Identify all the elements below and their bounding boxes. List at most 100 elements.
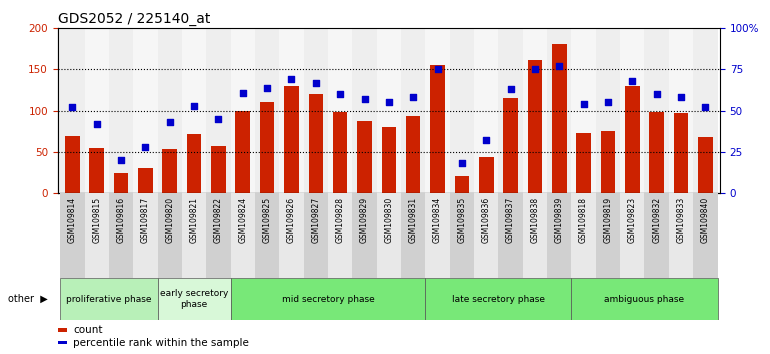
Bar [303, 193, 328, 278]
Bar [523, 28, 547, 193]
Text: GSM109821: GSM109821 [189, 197, 199, 243]
Point [675, 95, 687, 100]
Bar [58, 328, 68, 332]
Bar [547, 193, 571, 278]
Bar [230, 278, 425, 320]
Text: GSM109827: GSM109827 [311, 197, 320, 243]
Bar [230, 28, 255, 193]
Text: GSM109837: GSM109837 [506, 197, 515, 244]
Bar [255, 193, 280, 278]
Point [236, 90, 249, 95]
Bar [114, 173, 129, 193]
Bar [620, 28, 644, 193]
Text: ambiguous phase: ambiguous phase [604, 295, 685, 304]
Point [188, 103, 200, 109]
Bar [133, 28, 158, 193]
Bar [401, 28, 425, 193]
Bar [211, 146, 226, 193]
Bar [353, 28, 377, 193]
Bar [669, 28, 693, 193]
Bar [571, 193, 596, 278]
Point [358, 96, 370, 102]
Text: count: count [73, 325, 102, 335]
Point [91, 121, 103, 127]
Bar [206, 28, 230, 193]
Bar [644, 193, 669, 278]
Point [529, 67, 541, 72]
Text: GSM109822: GSM109822 [214, 197, 223, 243]
Bar [601, 131, 615, 193]
Text: GSM109836: GSM109836 [482, 197, 490, 244]
Text: other  ▶: other ▶ [8, 294, 48, 304]
Bar [158, 28, 182, 193]
Bar [669, 193, 693, 278]
Point [431, 67, 444, 72]
Bar [498, 28, 523, 193]
Bar [162, 149, 177, 193]
Point [456, 160, 468, 166]
Point [334, 91, 346, 97]
Bar [109, 28, 133, 193]
Bar [504, 98, 518, 193]
Bar [596, 193, 620, 278]
Text: GSM109839: GSM109839 [554, 197, 564, 244]
Text: mid secretory phase: mid secretory phase [282, 295, 374, 304]
Point [480, 137, 492, 143]
Bar [498, 193, 523, 278]
Bar [353, 193, 377, 278]
Bar [552, 44, 567, 193]
Point [504, 86, 517, 92]
Bar [303, 28, 328, 193]
Text: GSM109814: GSM109814 [68, 197, 77, 243]
Text: GSM109840: GSM109840 [701, 197, 710, 244]
Bar [109, 193, 133, 278]
Bar [280, 193, 303, 278]
Text: GSM109828: GSM109828 [336, 197, 345, 243]
Text: GSM109820: GSM109820 [166, 197, 174, 243]
Bar [406, 116, 420, 193]
Bar [401, 193, 425, 278]
Point [578, 101, 590, 107]
Bar [571, 278, 718, 320]
Bar [450, 28, 474, 193]
Text: GSM109817: GSM109817 [141, 197, 150, 243]
Bar [65, 136, 79, 193]
Text: GSM109832: GSM109832 [652, 197, 661, 243]
Bar [693, 28, 718, 193]
Text: GSM109831: GSM109831 [409, 197, 417, 243]
Bar [60, 28, 85, 193]
Bar [133, 193, 158, 278]
Text: late secretory phase: late secretory phase [452, 295, 545, 304]
Bar [474, 193, 498, 278]
Text: GSM109824: GSM109824 [238, 197, 247, 243]
Bar [454, 176, 469, 193]
Bar [60, 278, 158, 320]
Bar [523, 193, 547, 278]
Bar [674, 113, 688, 193]
Text: percentile rank within the sample: percentile rank within the sample [73, 337, 249, 348]
Bar [430, 65, 445, 193]
Bar [284, 86, 299, 193]
Bar [182, 28, 206, 193]
Bar [450, 193, 474, 278]
Bar [187, 135, 202, 193]
Bar [236, 111, 250, 193]
Bar [571, 28, 596, 193]
Bar [85, 193, 109, 278]
Point [115, 157, 127, 163]
Bar [138, 168, 152, 193]
Text: proliferative phase: proliferative phase [66, 295, 152, 304]
Bar [182, 193, 206, 278]
Bar [644, 28, 669, 193]
Bar [377, 28, 401, 193]
Bar [158, 278, 230, 320]
Text: GSM109830: GSM109830 [384, 197, 393, 244]
Bar [158, 193, 182, 278]
Point [553, 63, 565, 69]
Bar [328, 28, 353, 193]
Bar [377, 193, 401, 278]
Point [66, 104, 79, 110]
Bar [89, 148, 104, 193]
Bar [206, 193, 230, 278]
Text: GSM109826: GSM109826 [287, 197, 296, 243]
